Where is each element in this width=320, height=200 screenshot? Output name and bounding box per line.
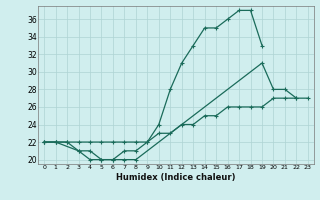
X-axis label: Humidex (Indice chaleur): Humidex (Indice chaleur) (116, 173, 236, 182)
